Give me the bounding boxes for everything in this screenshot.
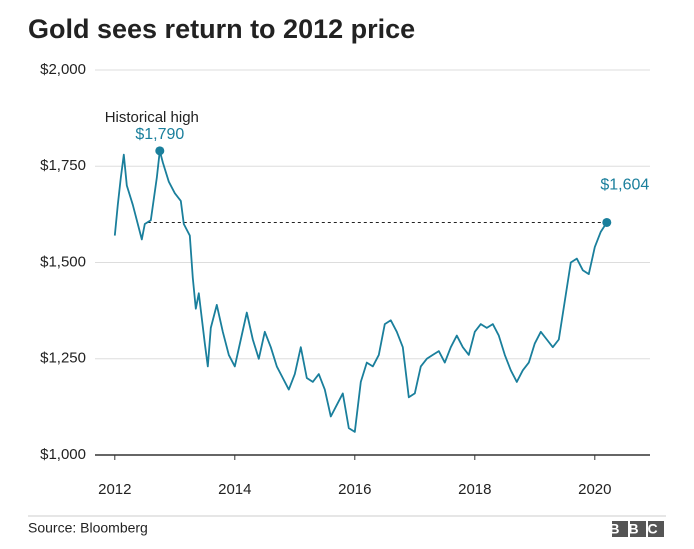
logo: BBC (609, 521, 666, 537)
x-tick-label: 2014 (218, 481, 251, 498)
annotation: Historical high (105, 109, 199, 126)
price-line (113, 149, 608, 433)
y-tick-label: $1,250 (40, 350, 86, 367)
y-tick-label: $2,000 (40, 61, 86, 78)
highlight-dot (155, 146, 165, 156)
highlight-dot (602, 217, 612, 227)
logo-box (612, 521, 628, 537)
value-label: $1,604 (600, 177, 649, 194)
y-tick-label: $1,750 (40, 157, 86, 174)
source: Source: Bloomberg (28, 520, 148, 536)
logo-box (648, 521, 664, 537)
x-tick-label: 2018 (458, 481, 491, 498)
value-label: $1,790 (135, 126, 184, 143)
x-tick-label: 2016 (338, 481, 371, 498)
logo-box (630, 521, 646, 537)
x-tick-label: 2020 (578, 481, 611, 498)
x-tick-label: 2012 (98, 481, 131, 498)
chart-title: Gold sees return to 2012 price (28, 14, 415, 44)
y-tick-label: $1,000 (40, 446, 86, 463)
logo-text: BBC (609, 521, 666, 537)
y-tick-label: $1,500 (40, 253, 86, 270)
